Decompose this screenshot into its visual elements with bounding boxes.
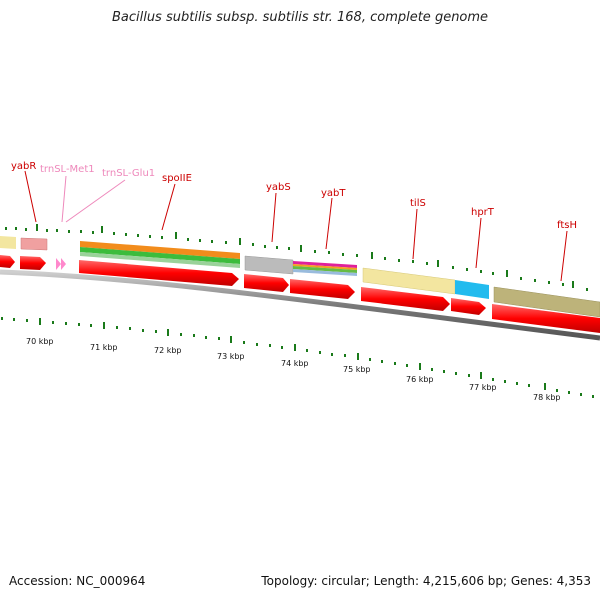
ruler-label-70: 70 kbp — [26, 337, 54, 346]
ruler-label-73: 73 kbp — [217, 352, 245, 361]
outer-ticks — [5, 224, 588, 291]
label-yabR: yabR — [11, 161, 36, 172]
ruler-label-71: 71 kbp — [90, 343, 118, 352]
label-yabT: yabT — [321, 188, 346, 199]
label-spoIIE: spoIIE — [162, 173, 192, 184]
ruler-label-72: 72 kbp — [154, 346, 182, 355]
accession-text: Accession: NC_000964 — [9, 574, 146, 588]
ruler-label-78: 78 kbp — [533, 393, 561, 402]
label-trnSL-Glu1: trnSL-Glu1 — [102, 168, 155, 179]
genome-backbone — [0, 269, 600, 341]
label-yabS: yabS — [266, 182, 291, 193]
gene-arrows — [0, 255, 600, 333]
label-ftsH: ftsH — [557, 220, 577, 231]
genome-title: Bacillus subtilis subsp. subtilis str. 1… — [111, 10, 489, 25]
label-tilS: tilS — [410, 198, 426, 209]
feature-bands — [0, 236, 600, 318]
label-leaders — [24, 170, 568, 282]
label-trnSL-Met1: trnSL-Met1 — [40, 164, 95, 175]
inner-ruler-ticks — [1, 317, 594, 398]
ruler-label-75: 75 kbp — [343, 365, 371, 374]
ruler-labels: 70 kbp 71 kbp 72 kbp 73 kbp 74 kbp 75 kb… — [26, 337, 561, 402]
topology-text: Topology: circular; Length: 4,215,606 bp… — [261, 574, 591, 588]
label-hprT: hprT — [471, 207, 495, 218]
ruler-label-76: 76 kbp — [406, 375, 434, 384]
gene-labels: yabR trnSL-Met1 trnSL-Glu1 spoIIE yabS y… — [11, 161, 577, 231]
ruler-label-77: 77 kbp — [469, 383, 497, 392]
ruler-label-74: 74 kbp — [281, 359, 309, 368]
